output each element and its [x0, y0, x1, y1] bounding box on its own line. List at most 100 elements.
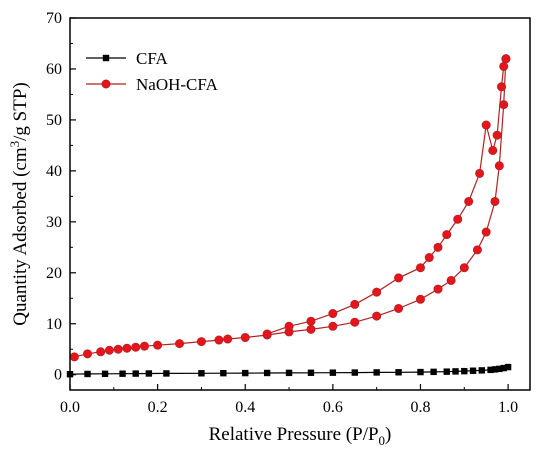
data-point-cfa [84, 370, 91, 378]
data-point-naoh-cfa [501, 54, 511, 64]
y-tick-label: 10 [46, 316, 62, 333]
data-point-cfa [504, 363, 512, 371]
data-point-naoh-cfa [394, 273, 404, 283]
series-cfa [66, 363, 512, 378]
data-point-cfa [461, 367, 468, 375]
data-point-cfa [443, 368, 450, 375]
data-point-naoh-cfa [415, 294, 425, 304]
legend-symbol [101, 79, 111, 89]
data-point-naoh-cfa [372, 311, 382, 321]
data-point-naoh-cfa [306, 324, 316, 334]
data-point-naoh-cfa [453, 214, 463, 224]
data-point-naoh-cfa [415, 263, 425, 273]
data-point-cfa [329, 369, 337, 376]
y-axis-title-superscript: 3 [7, 141, 22, 148]
data-point-naoh-cfa [475, 168, 485, 178]
data-point-naoh-cfa [433, 284, 443, 294]
data-point-naoh-cfa [372, 287, 382, 297]
data-point-naoh-cfa [175, 339, 185, 349]
data-point-naoh-cfa [196, 337, 206, 347]
data-point-naoh-cfa [472, 245, 482, 255]
y-tick-label: 70 [46, 10, 62, 27]
data-point-naoh-cfa [442, 230, 452, 240]
y-tick-label: 40 [46, 163, 62, 180]
y-tick-label: 20 [46, 265, 62, 282]
data-point-naoh-cfa [131, 342, 141, 352]
data-point-naoh-cfa [284, 321, 294, 331]
data-point-naoh-cfa [499, 61, 509, 71]
data-point-naoh-cfa [497, 82, 507, 92]
data-point-naoh-cfa [104, 345, 114, 355]
plot-frame [69, 17, 531, 391]
data-point-naoh-cfa [328, 321, 338, 331]
data-point-naoh-cfa [214, 335, 224, 345]
data-point-naoh-cfa [69, 352, 79, 362]
legend-label-naoh-cfa: NaOH-CFA [136, 75, 219, 94]
data-point-cfa [395, 369, 402, 376]
series-line-naoh-cfa [74, 58, 507, 358]
x-tick-label: 0.2 [148, 399, 168, 416]
data-point-naoh-cfa [96, 347, 106, 357]
x-axis-title-main: Relative Pressure (P/P [209, 424, 379, 445]
data-point-cfa [220, 369, 227, 377]
x-tick-label: 0.6 [323, 399, 343, 416]
data-point-naoh-cfa [113, 344, 123, 354]
data-point-naoh-cfa [459, 263, 469, 273]
legend-marker-cfa [102, 54, 110, 62]
series-naoh-cfa [69, 54, 511, 362]
data-point-naoh-cfa [424, 253, 434, 263]
y-tick-label: 60 [46, 61, 62, 78]
data-point-naoh-cfa [499, 100, 509, 110]
data-point-naoh-cfa [83, 349, 93, 359]
data-point-cfa [242, 369, 249, 377]
data-point-naoh-cfa [350, 299, 360, 309]
data-point-cfa [119, 370, 126, 377]
data-point-cfa [487, 366, 494, 374]
legend-symbol [102, 54, 110, 62]
y-axis-title-main: Quantity Adsorbed (cm [10, 147, 31, 326]
data-point-naoh-cfa [494, 161, 504, 171]
legend-marker-naoh-cfa [101, 79, 111, 89]
y-tick-label: 30 [46, 214, 62, 231]
data-point-naoh-cfa [223, 334, 233, 344]
x-tick-label: 0.8 [410, 399, 430, 416]
data-point-naoh-cfa [139, 341, 149, 351]
data-point-naoh-cfa [433, 242, 443, 252]
data-point-naoh-cfa [350, 317, 360, 327]
x-tick-label: 0.4 [235, 399, 255, 416]
data-point-cfa [417, 368, 424, 376]
x-tick-label: 1.0 [498, 399, 518, 416]
data-point-cfa [263, 369, 271, 377]
data-point-cfa [430, 368, 437, 376]
data-point-naoh-cfa [240, 333, 250, 343]
data-point-cfa [496, 365, 503, 373]
data-point-naoh-cfa [481, 227, 491, 237]
legend-label-cfa: CFA [136, 49, 169, 68]
data-point-naoh-cfa [306, 316, 316, 326]
data-point-cfa [500, 364, 507, 372]
data-point-naoh-cfa [328, 309, 338, 319]
legend-item-cfa: CFA [86, 49, 169, 68]
series-line-naoh-cfa [266, 58, 507, 335]
x-tick-label: 0.0 [60, 399, 80, 416]
data-point-cfa [373, 369, 380, 376]
x-axis-title: Relative Pressure (P/P0) [209, 424, 392, 448]
ticks-layer: 0.0 0.2 0.4 0.6 0.8 1.0 0 10 20 30 40 50 60 70 [46, 10, 518, 416]
data-point-cfa [478, 367, 486, 374]
y-axis-title-end: /g STP) [10, 82, 31, 141]
x-axis-title-subscript: 0 [379, 433, 386, 448]
data-point-cfa [285, 369, 293, 377]
data-point-naoh-cfa [488, 145, 498, 155]
data-point-cfa [351, 369, 358, 376]
data-point-naoh-cfa [464, 196, 474, 206]
data-point-naoh-cfa [492, 130, 502, 140]
x-axis-title-end: ) [385, 424, 391, 445]
data-point-naoh-cfa [122, 343, 132, 353]
data-point-cfa [132, 370, 139, 377]
data-point-cfa [307, 369, 315, 376]
y-tick-label: 0 [54, 367, 62, 384]
data-point-naoh-cfa [481, 120, 491, 130]
data-point-cfa [491, 366, 499, 373]
data-point-cfa [469, 367, 477, 374]
